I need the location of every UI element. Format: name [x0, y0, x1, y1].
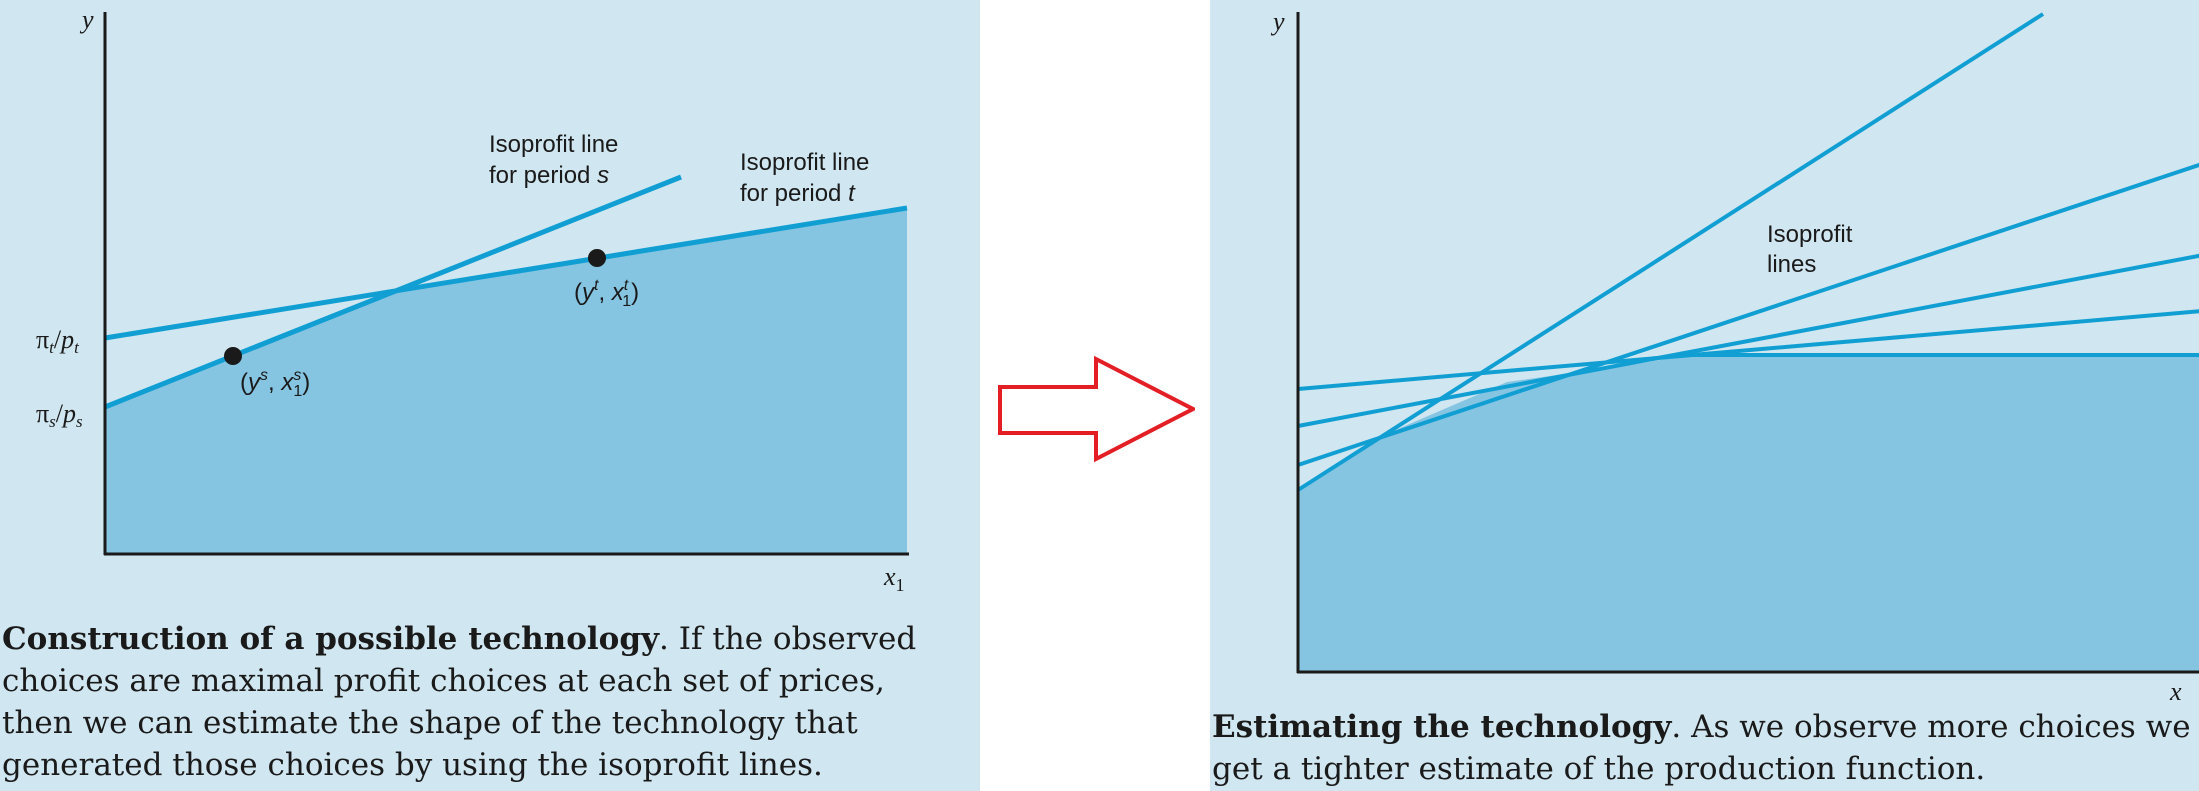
left-x-axis-label: x1 [883, 562, 905, 595]
left-caption: Construction of a possible technology. I… [2, 618, 962, 786]
isoprofit-line-4 [1297, 309, 2199, 391]
left-y-axis-label: y [79, 5, 94, 34]
isoprofit-line-period-t [104, 205, 908, 341]
right-diagram: y x Isoprofit lines [1270, 7, 2199, 705]
isoprofit-s-label-line1: Isoprofit line [489, 131, 618, 158]
left-caption-body: . If the observed choices are maximal pr… [2, 621, 917, 783]
right-x-axis-label: x [2169, 677, 2182, 705]
right-arrow-icon [998, 355, 1195, 463]
isoprofit-line-period-s [104, 174, 682, 410]
y-tick-pi-s-over-p-s: πs/ps [36, 399, 83, 431]
isoprofit-lines-label-line2: lines [1767, 251, 1816, 278]
observed-choice-t [588, 249, 606, 267]
left-caption-title: Construction of a possible technology [2, 621, 660, 657]
isoprofit-t-label-line1: Isoprofit line [740, 149, 869, 176]
right-caption: Estimating the technology. As we observe… [1212, 706, 2197, 790]
isoprofit-t-label-line2: for period t [740, 180, 856, 207]
right-caption-body: . As we observe more choices we get a ti… [1212, 709, 2191, 787]
y-tick-pi-t-over-p-t: πt/pt [36, 325, 80, 357]
point-t-label: (yt, xt 1) [574, 277, 639, 310]
left-technology-region [105, 208, 907, 554]
right-technology-region [1298, 355, 2199, 672]
isoprofit-line-1 [1296, 12, 2045, 492]
left-diagram: y x1 πt/pt πs/ps Isoprofit line for peri… [36, 5, 909, 595]
isoprofit-line-3 [1297, 253, 2199, 428]
isoprofit-lines-label-line1: Isoprofit [1767, 221, 1853, 248]
right-y-axis-label: y [1270, 7, 1285, 36]
observed-choice-s [224, 347, 242, 365]
right-panel: y x Isoprofit lines Estimating the techn… [1210, 0, 2199, 791]
left-panel: y x1 πt/pt πs/ps Isoprofit line for peri… [0, 0, 980, 791]
point-s-label: (ys, xs 1) [240, 367, 310, 400]
right-caption-title: Estimating the technology [1212, 709, 1672, 745]
isoprofit-line-2 [1297, 162, 2199, 467]
isoprofit-s-label-line2: for period s [489, 162, 609, 189]
